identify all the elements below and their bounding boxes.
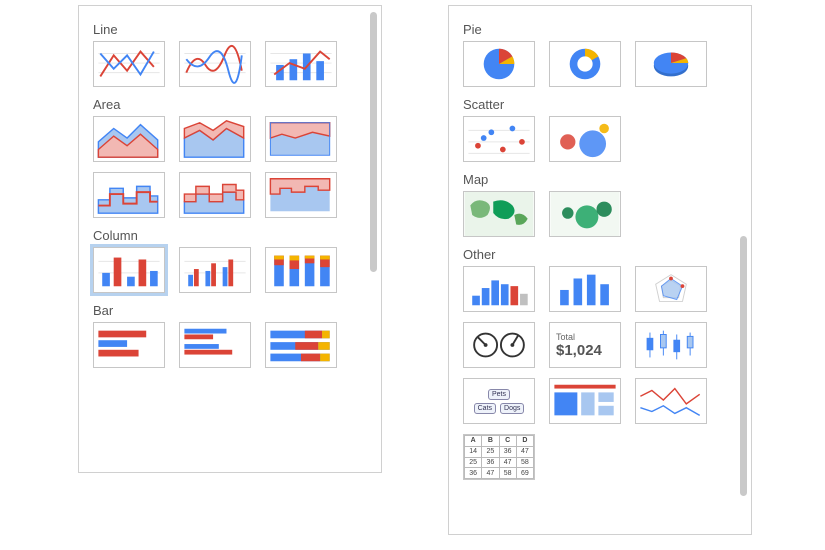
section-label-pie: Pie — [463, 22, 737, 37]
chart-type-panel-right: Pie Scatter — [448, 5, 752, 535]
section-label-column: Column — [93, 228, 367, 243]
chart-thumb-column-stacked[interactable] — [265, 247, 337, 293]
thumb-row — [93, 172, 367, 218]
chart-thumb-geo-regions[interactable] — [463, 191, 535, 237]
chart-thumb-bar-basic[interactable] — [93, 322, 165, 368]
chart-thumb-org[interactable]: Pets Cats Dogs — [463, 378, 535, 424]
chart-thumb-step-100[interactable] — [265, 172, 337, 218]
thumb-row: Total $1,024 — [463, 322, 737, 368]
thumb-row — [93, 41, 367, 87]
chart-thumb-pie-basic[interactable] — [463, 41, 535, 87]
chart-thumb-pie-donut[interactable] — [549, 41, 621, 87]
section-label-bar: Bar — [93, 303, 367, 318]
chart-thumb-area-stacked[interactable] — [179, 116, 251, 162]
chart-thumb-pie-3d[interactable] — [635, 41, 707, 87]
chart-thumb-scatter-basic[interactable] — [463, 116, 535, 162]
chart-thumb-bar-grouped[interactable] — [179, 322, 251, 368]
org-child: Dogs — [500, 403, 524, 414]
chart-thumb-column-basic[interactable] — [93, 247, 165, 293]
thumb-row — [463, 191, 737, 237]
thumb-row — [93, 116, 367, 162]
section-label-area: Area — [93, 97, 367, 112]
chart-thumb-timeline[interactable] — [549, 378, 621, 424]
chart-thumb-bubble[interactable] — [549, 116, 621, 162]
section-label-other: Other — [463, 247, 737, 262]
chart-thumb-scorecard[interactable]: Total $1,024 — [549, 322, 621, 368]
section-label-scatter: Scatter — [463, 97, 737, 112]
chart-thumb-table[interactable]: AB CD 14253647 25364758 36475869 — [463, 434, 535, 480]
chart-thumb-radar[interactable] — [635, 266, 707, 312]
scorecard-value: $1,024 — [556, 342, 620, 359]
thumb-row: Pets Cats Dogs — [463, 378, 737, 424]
org-root: Pets — [488, 389, 510, 400]
chart-thumb-step-basic[interactable] — [93, 172, 165, 218]
chart-thumb-line-smooth[interactable] — [179, 41, 251, 87]
chart-thumb-step-stacked[interactable] — [179, 172, 251, 218]
thumb-row — [463, 41, 737, 87]
section-label-map: Map — [463, 172, 737, 187]
org-child: Cats — [474, 403, 496, 414]
chart-thumb-line-basic[interactable] — [93, 41, 165, 87]
mini-table: AB CD 14253647 25364758 36475869 — [464, 435, 534, 479]
scrollbar[interactable] — [740, 236, 747, 496]
chart-thumb-candlestick[interactable] — [635, 322, 707, 368]
chart-thumb-column-other[interactable] — [549, 266, 621, 312]
scrollbar[interactable] — [370, 12, 377, 272]
chart-type-panel-left: Line Are — [78, 5, 382, 473]
chart-thumb-area-100[interactable] — [265, 116, 337, 162]
chart-thumb-column-grouped[interactable] — [179, 247, 251, 293]
thumb-row: AB CD 14253647 25364758 36475869 — [463, 434, 737, 480]
thumb-row — [93, 247, 367, 293]
chart-thumb-sparkline[interactable] — [635, 378, 707, 424]
chart-thumb-histogram[interactable] — [463, 266, 535, 312]
thumb-row — [463, 116, 737, 162]
chart-thumb-area-basic[interactable] — [93, 116, 165, 162]
chart-thumb-gauge[interactable] — [463, 322, 535, 368]
chart-thumb-line-combo[interactable] — [265, 41, 337, 87]
thumb-row — [463, 266, 737, 312]
thumb-row — [93, 322, 367, 368]
scorecard-label: Total — [556, 332, 620, 342]
chart-thumb-bar-stacked[interactable] — [265, 322, 337, 368]
section-label-line: Line — [93, 22, 367, 37]
chart-thumb-geo-markers[interactable] — [549, 191, 621, 237]
